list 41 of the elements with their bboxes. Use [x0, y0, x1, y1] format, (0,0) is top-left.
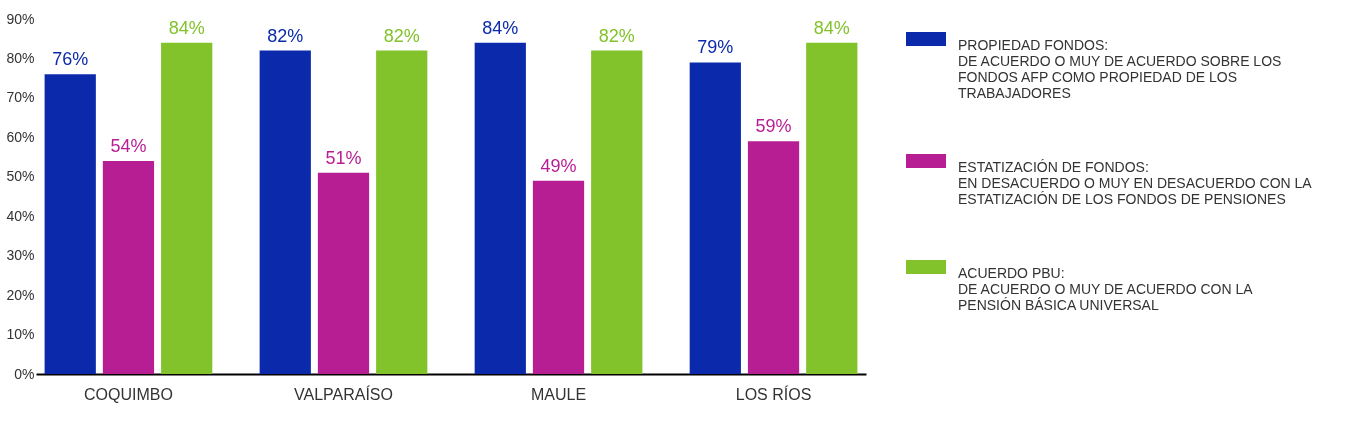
x-tick-label: MAULE	[530, 385, 587, 403]
data-label: 84%	[482, 17, 519, 38]
data-label: 76%	[52, 49, 89, 70]
bar	[102, 161, 155, 374]
y-tick-label: 40%	[6, 207, 35, 224]
y-tick-label: 60%	[6, 128, 35, 145]
bar	[376, 50, 428, 374]
data-label: 79%	[697, 37, 734, 58]
bar	[591, 50, 643, 374]
bar	[806, 42, 858, 374]
y-tick-label: 80%	[6, 49, 35, 66]
x-tick-label: VALPARAÍSO	[293, 384, 393, 403]
data-label: 84%	[813, 17, 850, 38]
legend-label: ACUERDO PBU: DE ACUERDO O MUY DE ACUERDO CON LA PENSIÓN BÁSICA UNIVERSAL	[958, 265, 1254, 313]
y-tick-label: 20%	[6, 286, 35, 303]
bar	[317, 172, 370, 374]
y-tick-label: 90%	[6, 10, 35, 27]
data-label: 84%	[168, 17, 205, 38]
y-tick-label: 50%	[6, 168, 35, 185]
data-label: 82%	[598, 25, 635, 46]
y-tick-label: 10%	[6, 326, 35, 343]
y-tick-label: 30%	[6, 247, 35, 264]
data-label: 82%	[267, 25, 304, 46]
y-tick-label: 70%	[6, 89, 35, 106]
bar	[747, 141, 800, 374]
bar	[532, 180, 585, 374]
data-label: 54%	[110, 136, 147, 156]
bar	[259, 50, 311, 374]
legend-label: PROPIEDAD FONDOS: DE ACUERDO O MUY DE ACUERDO SOBRE LOS FONDOS AFP COMO PROPIEDAD DE LOS TRABAJADORES	[958, 37, 1282, 101]
bar	[161, 42, 213, 374]
data-label: 59%	[755, 116, 792, 137]
data-label: 49%	[540, 155, 577, 176]
bar	[689, 62, 741, 374]
data-label: 51%	[325, 147, 362, 168]
x-tick-label: COQUIMBO	[84, 385, 173, 403]
legend-label: ESTATIZACIÓN DE FONDOS: EN DESACUERDO O MUY EN DESACUERDO CON LA ESTATIZACIÓN DE LOS FONDOS DE PENSIONES	[958, 159, 1313, 207]
bar	[44, 74, 96, 374]
data-label: 82%	[383, 25, 420, 46]
bar	[474, 42, 526, 374]
y-tick-label: 0%	[14, 365, 35, 382]
x-tick-label: LOS RÍOS	[735, 384, 812, 403]
